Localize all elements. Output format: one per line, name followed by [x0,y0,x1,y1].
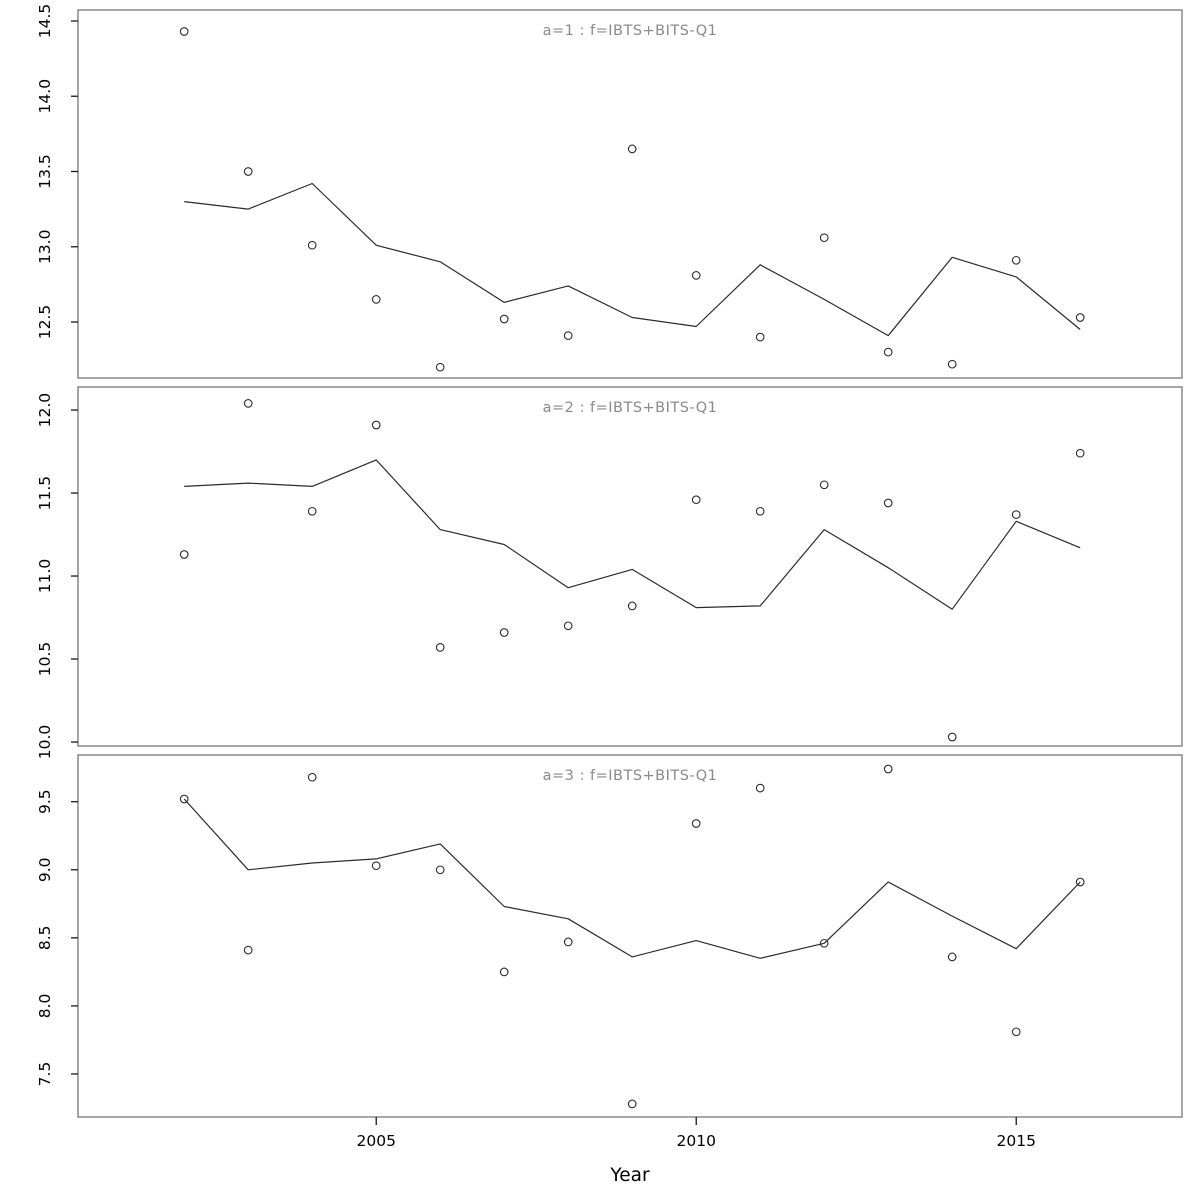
panel-a3: 7.5 8.0 8.5 9.0 9.5 a=3 : f=IBTS+BITS-Q1 [36,754,1183,1118]
data-point [499,314,509,324]
fit-line [184,459,1081,610]
y-tick-label: 11.5 [36,476,54,511]
data-point [243,167,253,176]
data-point [691,271,701,280]
y-tick-label: 11.0 [36,559,54,594]
data-point [755,783,765,793]
data-point [371,861,381,871]
y-tick-label: 10.5 [36,642,54,677]
data-point [563,621,573,631]
data-point [307,240,317,250]
panel-title: a=2 : f=IBTS+BITS-Q1 [543,400,718,416]
data-point [1075,313,1085,322]
y-tick-label: 9.5 [36,789,54,814]
data-point [947,732,957,742]
panel-border [77,386,1183,747]
y-tick-label: 10.0 [36,725,54,760]
data-point [947,359,957,369]
data-point [1011,510,1021,519]
fit-line [183,798,1081,959]
panel-border [77,9,1183,379]
data-point [435,865,445,875]
data-point [1075,448,1085,458]
y-tick-label: 7.5 [36,1062,54,1087]
data-point [307,506,317,516]
x-tick-label: 2015 [997,1132,1036,1150]
data-point [627,1099,637,1109]
x-axis-title: Year [609,1165,650,1186]
data-point [819,480,829,490]
data-point [947,952,957,962]
data-point [563,937,573,947]
y-tick-label: 12.0 [36,393,54,428]
data-point [435,643,445,652]
y-tick-label: 13.5 [36,154,54,189]
data-point [1011,255,1021,265]
data-point [1075,877,1085,887]
data-point [819,233,829,243]
data-point [819,938,829,948]
data-point [627,601,637,611]
data-point [883,347,893,357]
y-tick-label: 9.0 [36,857,54,882]
data-point [371,420,381,430]
panel-a2: 10.0 10.5 11.0 11.5 12.0 a=2 : f=IBTS+BITS-Q1 [36,386,1183,760]
data-point [883,498,893,508]
panel-title: a=3 : f=IBTS+BITS-Q1 [543,768,718,784]
panel-border [77,754,1183,1118]
data-point [1011,1027,1021,1037]
data-point [563,331,573,340]
data-point [691,495,701,505]
x-tick-label: 2010 [677,1132,716,1150]
data-point [371,295,381,304]
data-point [691,819,701,828]
y-tick-label: 8.0 [36,994,54,1019]
fit-line [184,182,1081,337]
y-tick-label: 14.0 [36,79,54,114]
data-point [243,399,253,408]
data-point [307,772,317,782]
data-point [627,144,637,154]
data-point [499,628,509,637]
data-point [755,332,765,342]
data-point [243,945,253,955]
data-point [179,794,189,804]
y-tick-label: 13.0 [36,230,54,265]
data-point [179,27,189,36]
y-tick-label: 14.5 [36,4,54,39]
data-point [883,764,893,774]
panel-title: a=1 : f=IBTS+BITS-Q1 [543,23,718,39]
data-point [435,362,445,372]
y-tick-label: 12.5 [36,305,54,340]
y-tick-label: 8.5 [36,925,54,950]
data-point [755,506,765,516]
data-point [179,550,189,559]
x-tick-label: 2005 [357,1132,396,1150]
data-point [499,967,509,977]
panel-a1: 12.5 13.0 13.5 14.0 14.5 a=1 : f=IBTS+BITS-Q1 [36,4,1183,379]
